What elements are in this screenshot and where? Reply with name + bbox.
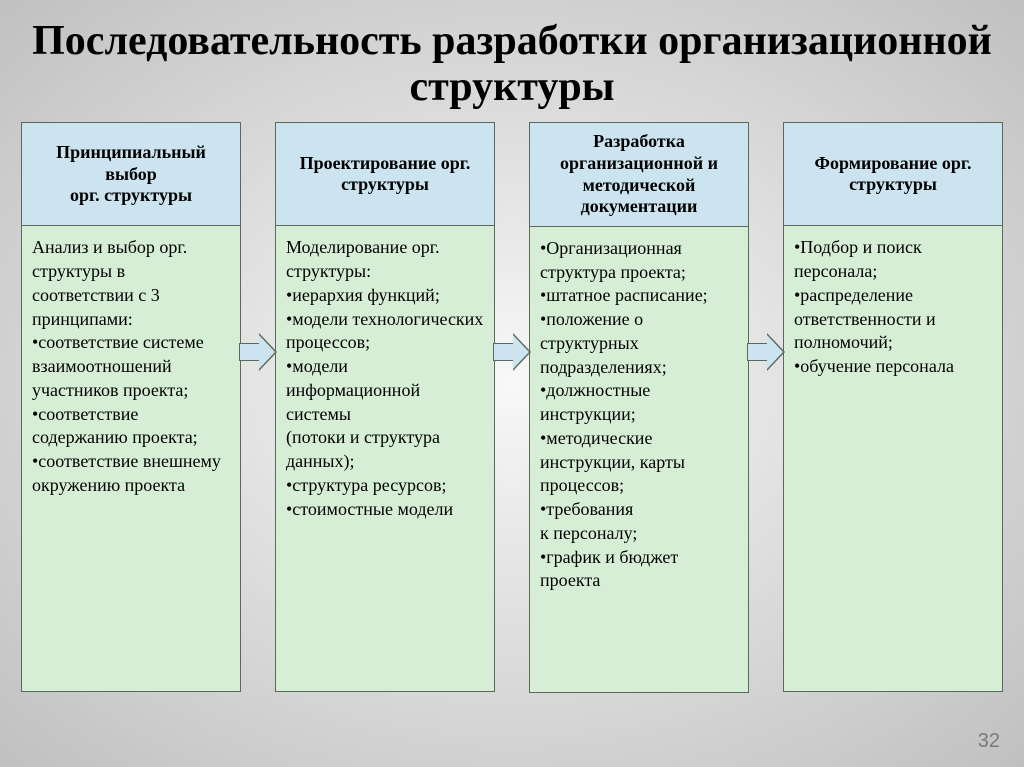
- column-4-body: •Подбор и поиск персонала;•распределение…: [783, 226, 1003, 692]
- slide-title: Последовательность разработки организаци…: [0, 0, 1024, 122]
- column-4: Формирование орг. структуры •Подбор и по…: [783, 122, 1003, 692]
- arrow-3: [749, 122, 783, 372]
- column-1: Принципиальный выборорг. структуры Анали…: [21, 122, 241, 692]
- column-2-header: Проектирование орг. структуры: [275, 122, 495, 226]
- arrow-1: [241, 122, 275, 372]
- column-1-header: Принципиальный выборорг. структуры: [21, 122, 241, 226]
- column-3: Разработка организационной и методическо…: [529, 122, 749, 692]
- column-3-header: Разработка организационной и методическо…: [529, 122, 749, 226]
- arrow-right-icon: [241, 332, 275, 372]
- column-3-body: •Организационная структура проекта;•штат…: [529, 227, 749, 693]
- column-2: Проектирование орг. структуры Моделирова…: [275, 122, 495, 692]
- arrow-2: [495, 122, 529, 372]
- column-4-header: Формирование орг. структуры: [783, 122, 1003, 226]
- column-2-body: Моделирование орг. структуры:•иерархия ф…: [275, 226, 495, 692]
- page-number: 32: [978, 730, 1000, 753]
- arrow-right-icon: [495, 332, 529, 372]
- flowchart: Принципиальный выборорг. структуры Анали…: [0, 122, 1024, 692]
- arrow-right-icon: [749, 332, 783, 372]
- column-1-body: Анализ и выбор орг. структуры в соответс…: [21, 226, 241, 692]
